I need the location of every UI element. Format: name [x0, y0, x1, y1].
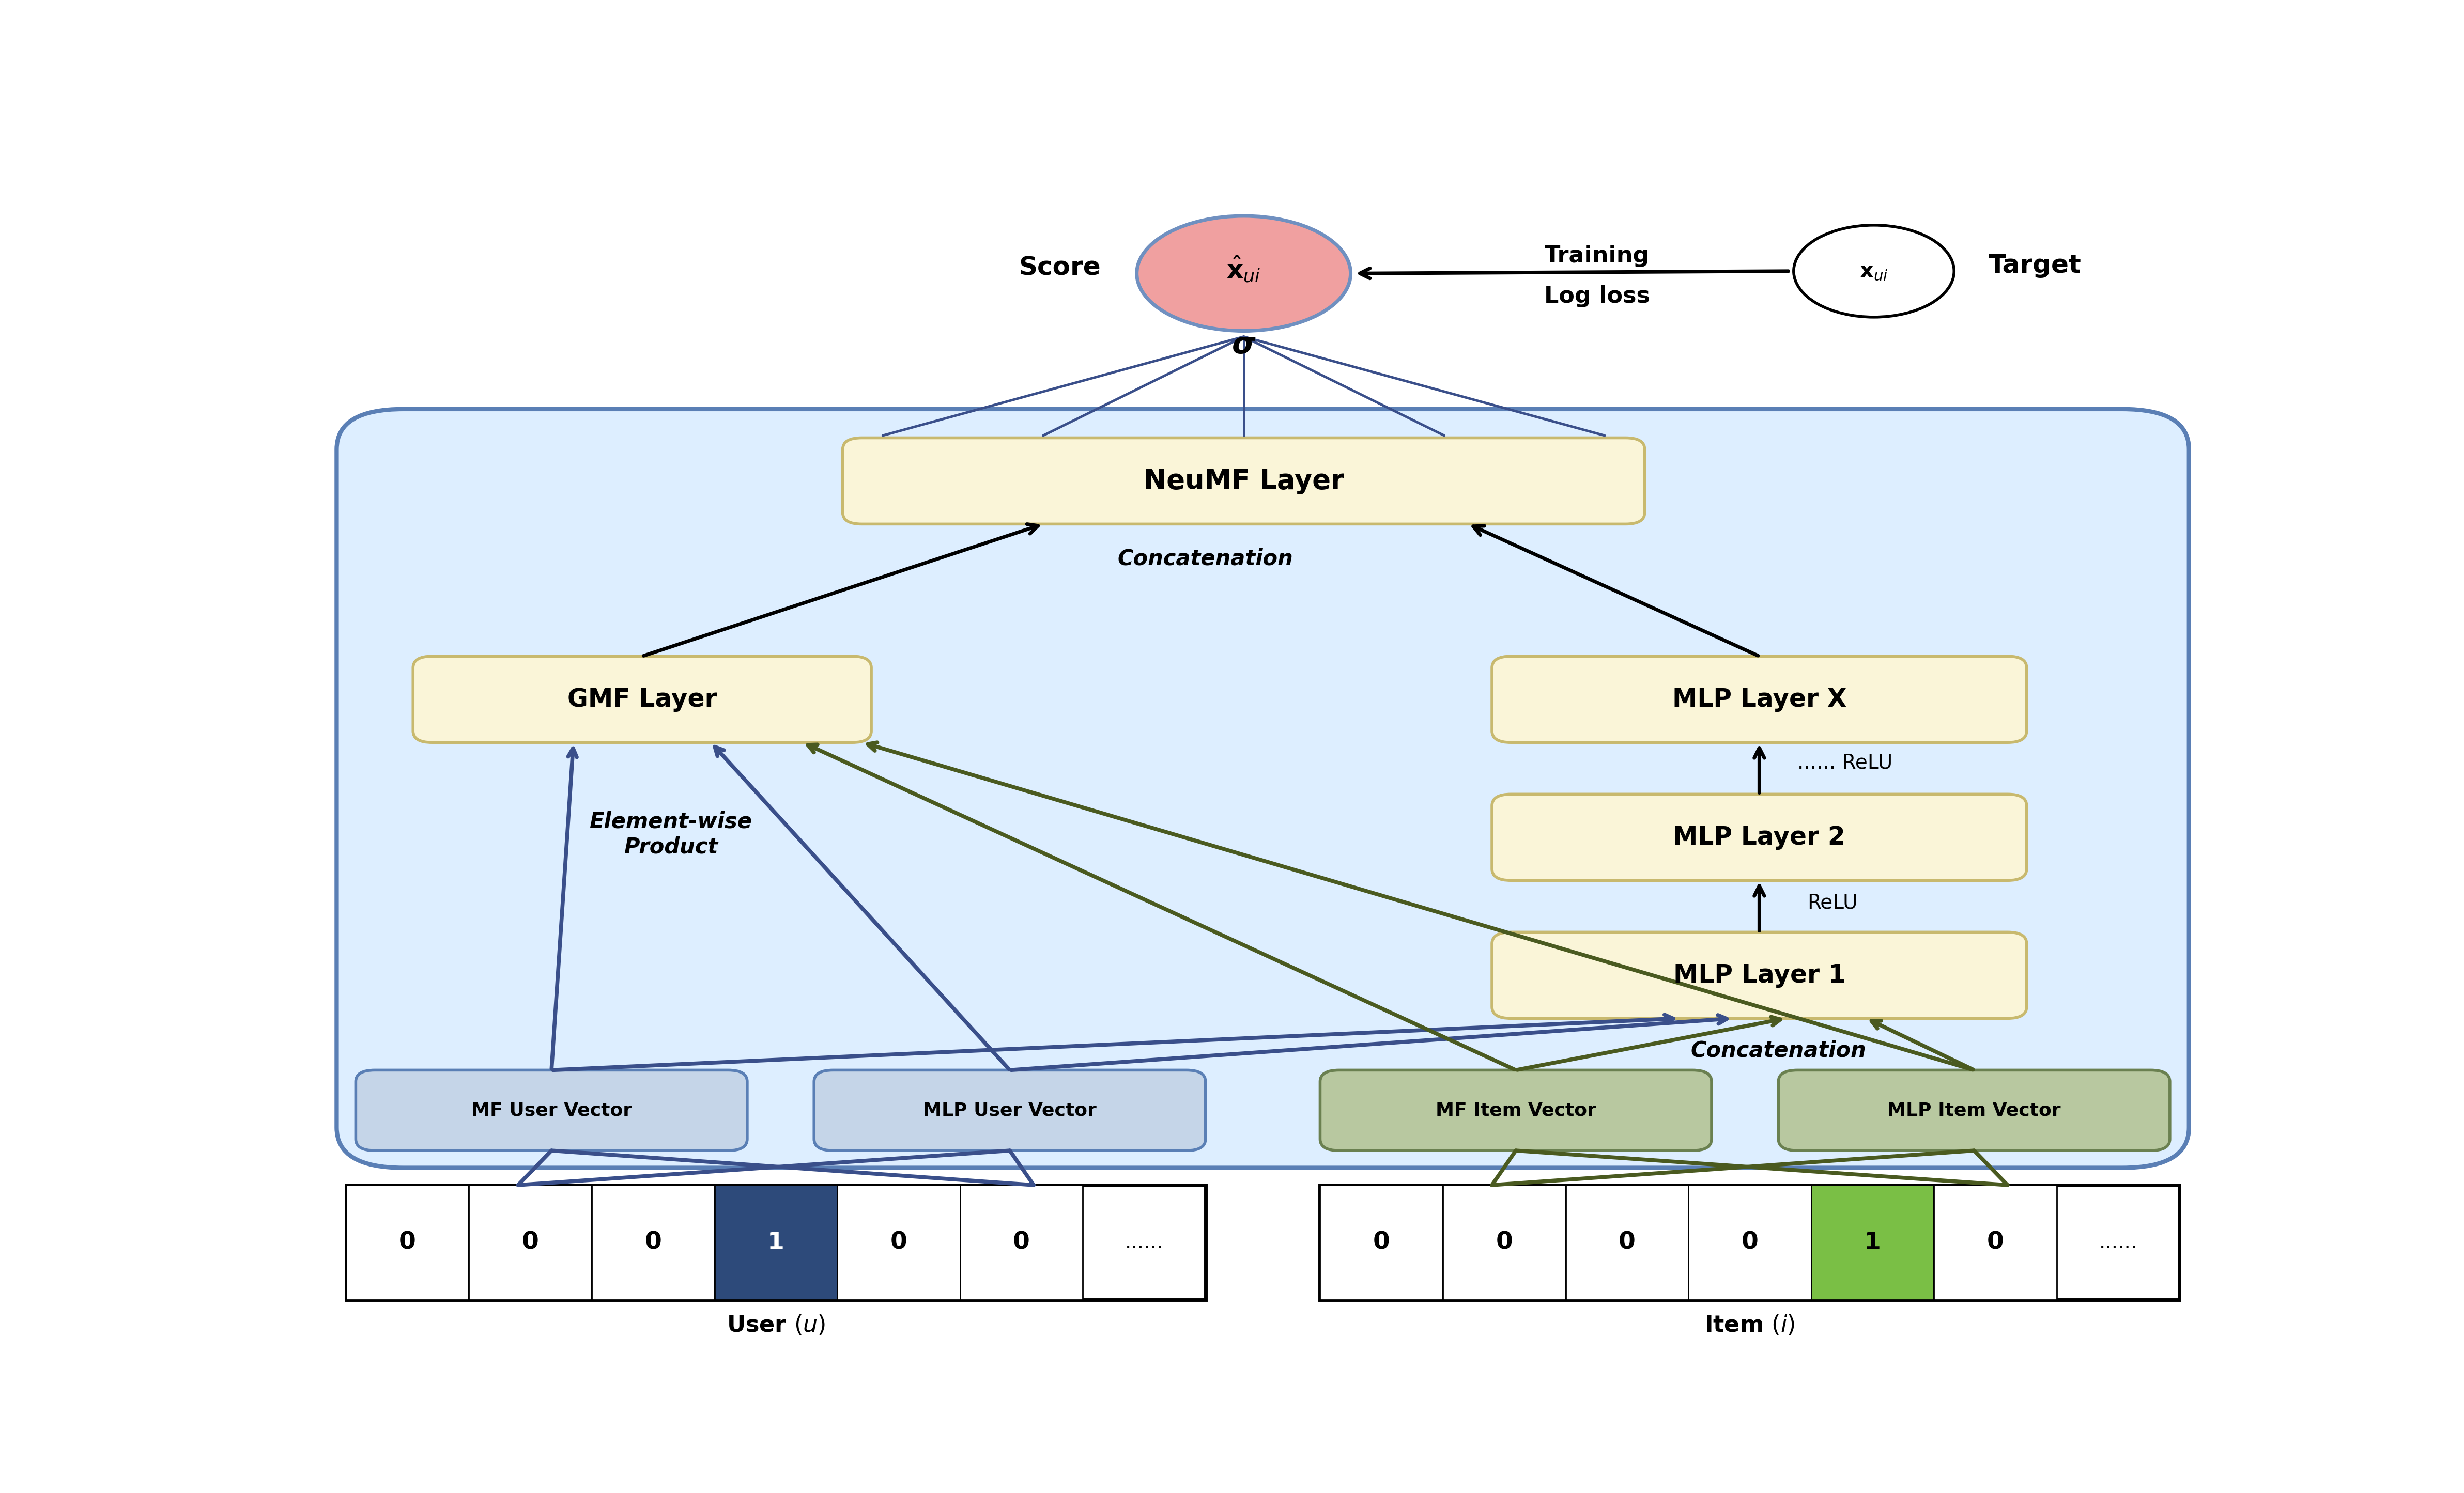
Bar — [345, 1185, 468, 1300]
FancyBboxPatch shape — [1491, 657, 2025, 742]
FancyBboxPatch shape — [414, 657, 872, 742]
Text: Score: Score — [1018, 255, 1101, 281]
Text: 0: 0 — [522, 1230, 540, 1254]
Text: 1: 1 — [766, 1230, 784, 1254]
Bar — [1688, 1185, 1811, 1300]
Text: Training: Training — [1545, 245, 1648, 267]
Text: MLP User Vector: MLP User Vector — [924, 1102, 1096, 1120]
FancyBboxPatch shape — [813, 1070, 1205, 1151]
FancyBboxPatch shape — [1321, 1070, 1712, 1151]
Bar — [838, 1185, 961, 1300]
Text: 0: 0 — [1013, 1230, 1030, 1254]
Text: Concatenation: Concatenation — [1119, 548, 1294, 569]
Text: MLP Layer 1: MLP Layer 1 — [1673, 963, 1846, 988]
Bar — [1321, 1185, 2181, 1300]
Text: MLP Layer 2: MLP Layer 2 — [1673, 826, 1846, 850]
Text: 0: 0 — [1742, 1230, 1759, 1254]
Bar — [715, 1185, 838, 1300]
Text: MF Item Vector: MF Item Vector — [1437, 1102, 1597, 1120]
FancyBboxPatch shape — [1491, 794, 2025, 881]
Text: User $(u)$: User $(u)$ — [727, 1314, 825, 1336]
Text: $\mathbf{x}_{ui}$: $\mathbf{x}_{ui}$ — [1860, 260, 1887, 282]
Text: ReLU: ReLU — [1806, 893, 1858, 912]
Text: $\boldsymbol{\sigma}$: $\boldsymbol{\sigma}$ — [1232, 330, 1257, 360]
Text: Log loss: Log loss — [1545, 285, 1651, 308]
Text: $\hat{\mathbf{x}}_{ui}$: $\hat{\mathbf{x}}_{ui}$ — [1227, 254, 1262, 284]
Text: ......: ...... — [1126, 1233, 1163, 1253]
Text: 0: 0 — [1986, 1230, 2003, 1254]
FancyBboxPatch shape — [1779, 1070, 2171, 1151]
Bar — [468, 1185, 591, 1300]
Bar — [1811, 1185, 1934, 1300]
Text: 0: 0 — [1496, 1230, 1513, 1254]
Bar — [961, 1185, 1082, 1300]
Bar — [1934, 1185, 2057, 1300]
FancyBboxPatch shape — [355, 1070, 747, 1151]
Ellipse shape — [1136, 216, 1350, 331]
Text: 0: 0 — [1619, 1230, 1636, 1254]
Text: ......: ...... — [2099, 1233, 2136, 1253]
Bar — [1565, 1185, 1688, 1300]
FancyBboxPatch shape — [1491, 932, 2025, 1018]
Text: 0: 0 — [890, 1230, 907, 1254]
Text: Concatenation: Concatenation — [1690, 1039, 1865, 1062]
Text: 0: 0 — [1372, 1230, 1390, 1254]
Text: Element-wise
Product: Element-wise Product — [589, 811, 752, 858]
Text: MF User Vector: MF User Vector — [471, 1102, 631, 1120]
Bar — [1321, 1185, 1444, 1300]
Bar — [345, 1185, 1205, 1300]
Text: 1: 1 — [1863, 1230, 1880, 1254]
FancyBboxPatch shape — [338, 409, 2188, 1168]
Text: 0: 0 — [646, 1230, 663, 1254]
Text: NeuMF Layer: NeuMF Layer — [1143, 467, 1343, 494]
Text: Target: Target — [1988, 252, 2082, 278]
Bar — [1444, 1185, 1565, 1300]
Text: MLP Item Vector: MLP Item Vector — [1887, 1102, 2060, 1120]
Text: MLP Layer X: MLP Layer X — [1673, 687, 1846, 712]
Text: GMF Layer: GMF Layer — [567, 687, 717, 712]
FancyBboxPatch shape — [843, 437, 1646, 524]
Text: 0: 0 — [399, 1230, 416, 1254]
Text: ...... ReLU: ...... ReLU — [1796, 752, 1892, 772]
Ellipse shape — [1794, 225, 1954, 317]
Text: Item $( i )$: Item $( i )$ — [1705, 1314, 1794, 1336]
Bar — [591, 1185, 715, 1300]
